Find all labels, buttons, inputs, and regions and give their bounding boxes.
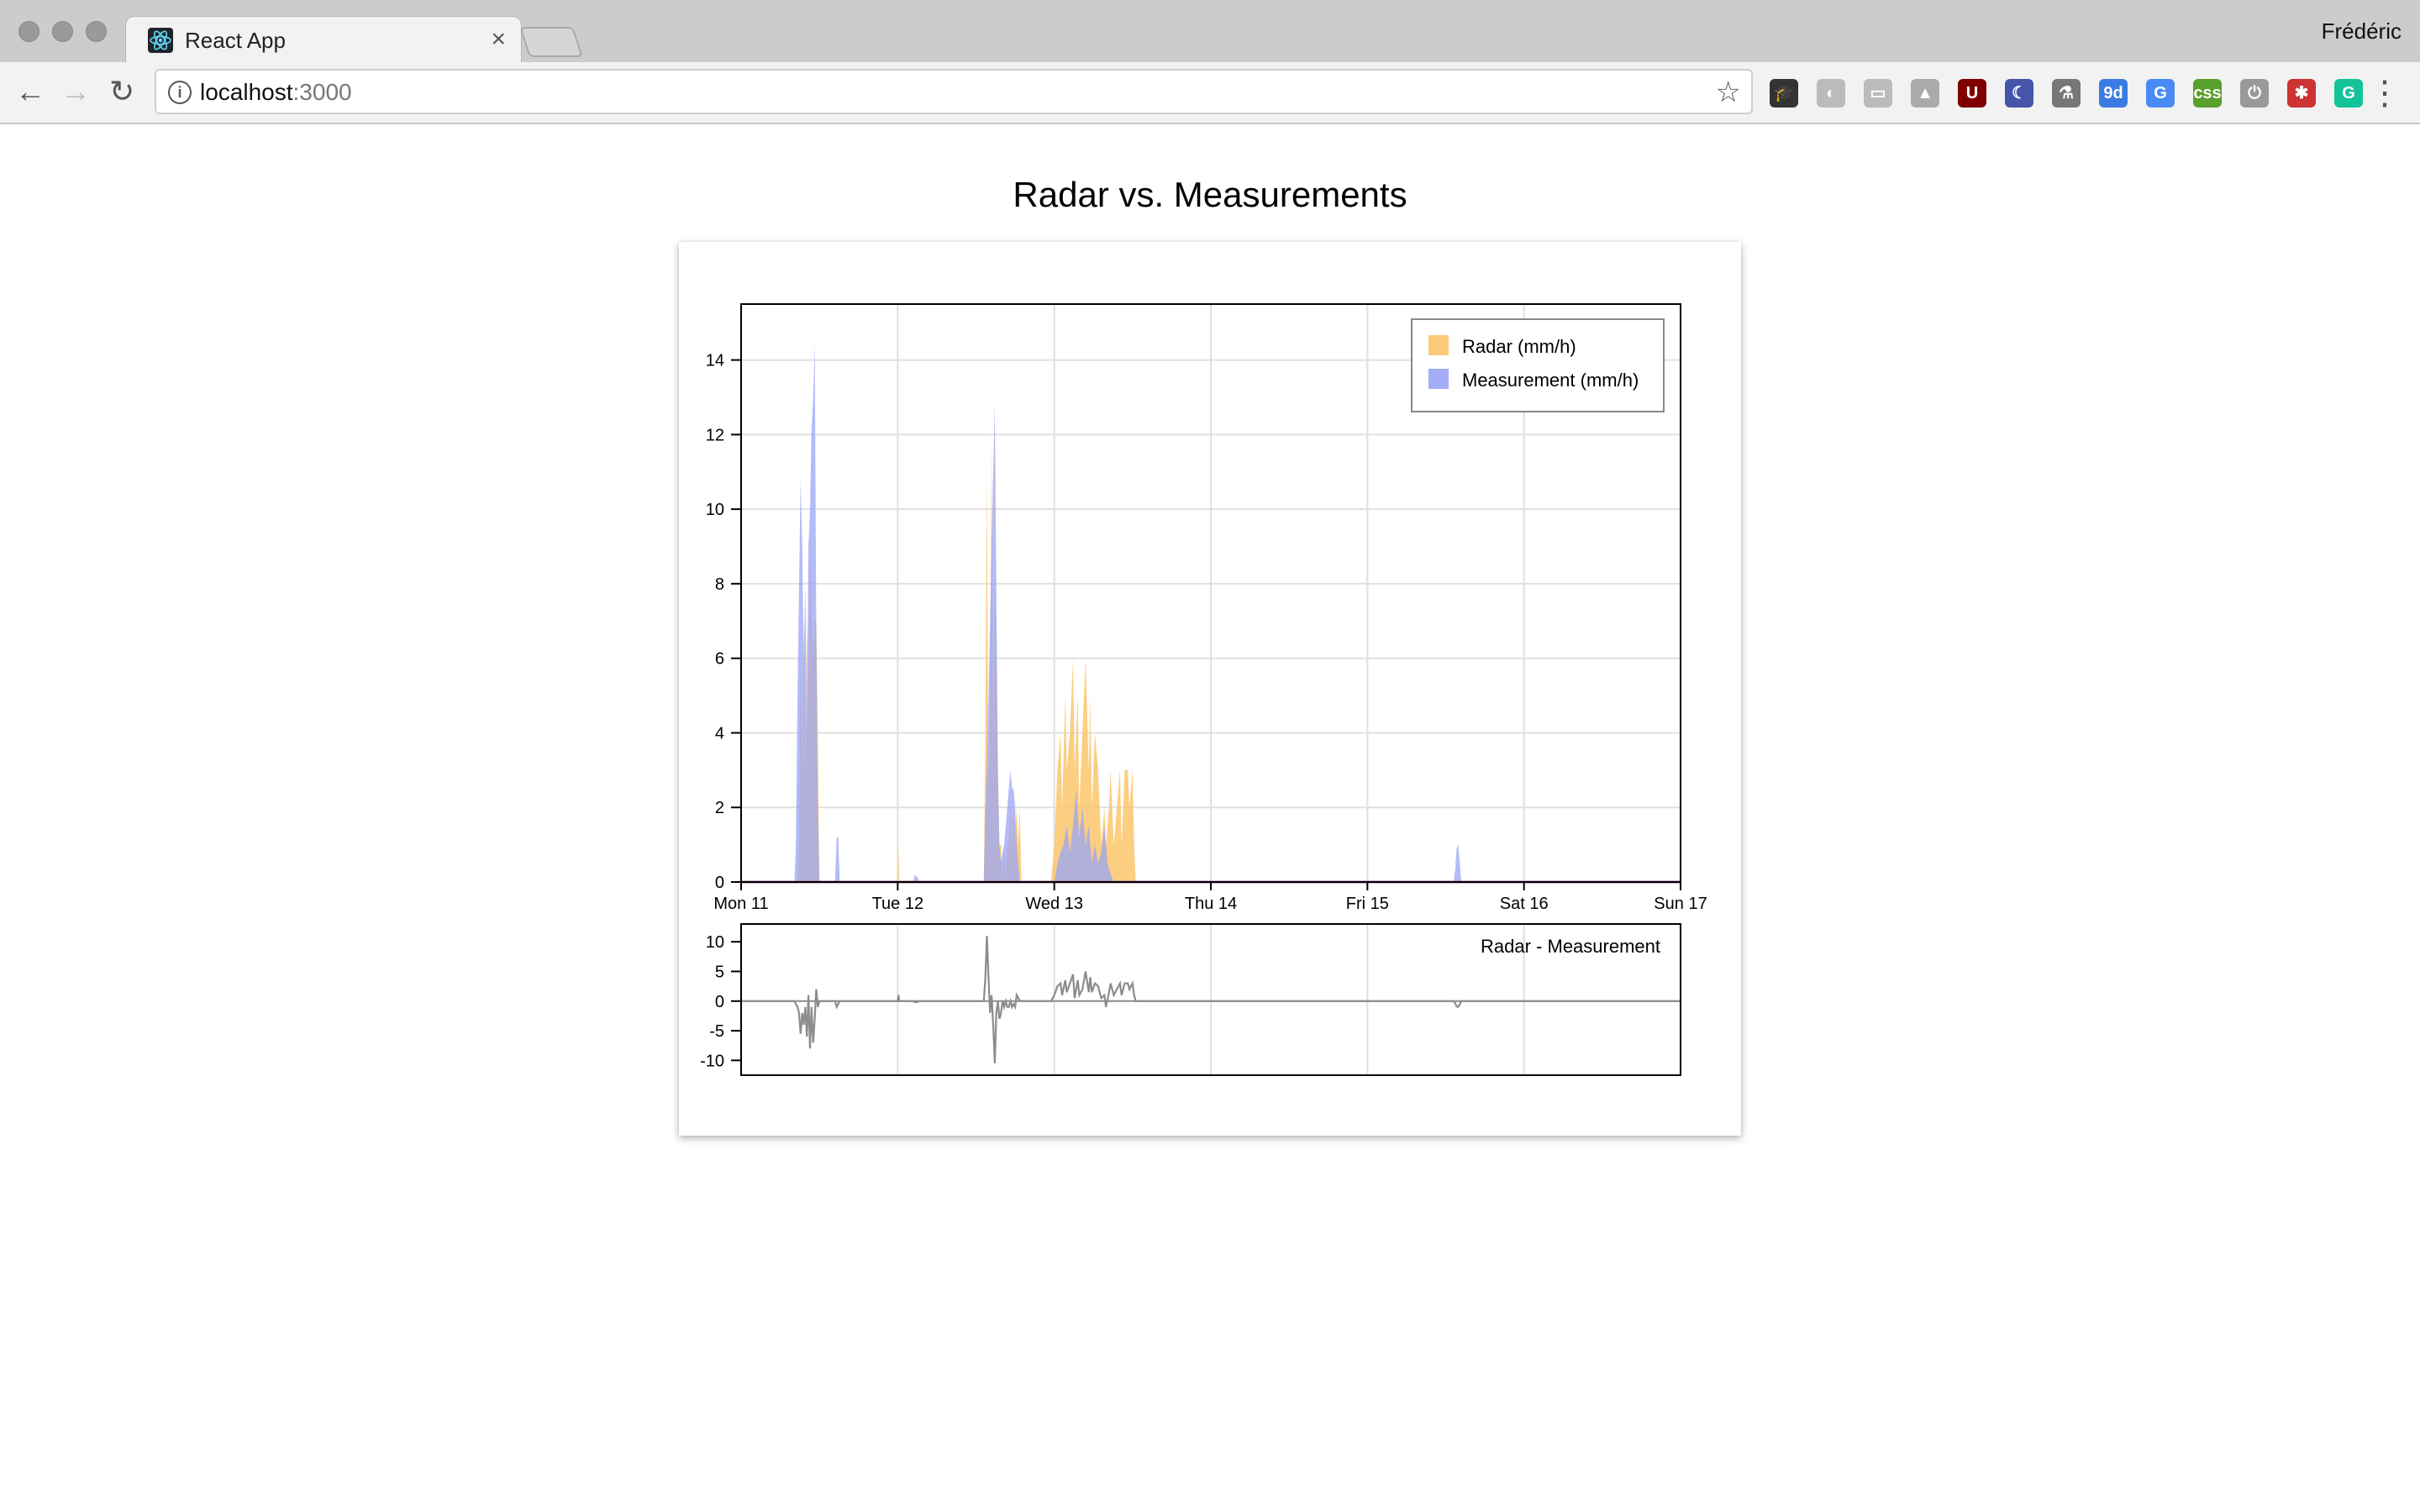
x-tick-label: Wed 13: [1025, 895, 1083, 913]
y-tick-label: 0: [715, 993, 724, 1011]
drive-icon[interactable]: ▲: [1911, 79, 1939, 108]
legend-label: Radar (mm/h): [1462, 336, 1576, 357]
y-tick-label: 12: [706, 426, 724, 444]
bug-icon[interactable]: ✱: [2287, 79, 2316, 108]
diff-line: [741, 936, 1681, 1063]
legend-label: Measurement (mm/h): [1462, 370, 1639, 391]
minimize-window-button[interactable]: [52, 21, 73, 42]
y-tick-label: 5: [715, 963, 724, 981]
bookmark-star-icon[interactable]: ☆: [1715, 76, 1741, 108]
menu-kebab-icon[interactable]: ⋮: [2368, 75, 2402, 112]
card-icon[interactable]: ▭: [1864, 79, 1892, 108]
y-tick-label: -5: [709, 1022, 724, 1041]
calendar-icon[interactable]: 9d: [2099, 79, 2128, 108]
y-tick-label: 10: [706, 933, 724, 952]
legend-box: [1411, 318, 1665, 412]
diff-plot-title: Radar - Measurement: [1481, 936, 1660, 957]
diff-plot-frame: [740, 923, 1681, 1076]
browser-toolbar: ← → ↻ i localhost:3000 ☆: [0, 62, 2420, 124]
page-title: Radar vs. Measurements: [1013, 175, 1407, 214]
mortarboard-icon[interactable]: 🎓: [1770, 79, 1798, 108]
flask-icon[interactable]: ⚗: [2052, 79, 2081, 108]
y-tick-label: 4: [715, 724, 724, 743]
css-icon[interactable]: css: [2193, 79, 2222, 108]
translate-icon[interactable]: G: [2146, 79, 2175, 108]
moon-icon[interactable]: ☾: [2005, 79, 2033, 108]
profile-name[interactable]: Frédéric: [2321, 18, 2402, 44]
tab-react-app[interactable]: React App ×: [126, 17, 521, 64]
new-tab-button[interactable]: [519, 27, 583, 57]
y-tick-label: 14: [706, 352, 724, 370]
forward-arrow-icon[interactable]: →: [60, 74, 91, 108]
legend-swatch: [1428, 369, 1449, 389]
x-tick-label: Fri 15: [1346, 895, 1389, 913]
x-tick-label: Sun 17: [1654, 895, 1707, 913]
power-icon[interactable]: ⏻: [2240, 79, 2269, 108]
y-tick-label: 0: [715, 874, 724, 892]
legend-swatch: [1428, 335, 1449, 355]
x-tick-label: Mon 11: [713, 895, 768, 913]
zoom-window-button[interactable]: [86, 21, 107, 42]
tab-close-icon[interactable]: ×: [491, 25, 506, 53]
address-bar[interactable]: i localhost:3000 ☆: [155, 69, 1753, 114]
back-arrow-icon[interactable]: ←: [15, 74, 45, 108]
reload-icon[interactable]: ↻: [109, 74, 135, 108]
ublock-icon[interactable]: U: [1958, 79, 1986, 108]
url-port: :3000: [292, 79, 352, 105]
y-tick-label: -10: [700, 1052, 724, 1070]
y-tick-label: 6: [715, 650, 724, 669]
tab-title: React App: [185, 28, 286, 53]
close-window-button[interactable]: [18, 21, 39, 42]
y-tick-label: 8: [715, 575, 724, 594]
x-tick-label: Thu 14: [1185, 895, 1237, 913]
tab-strip: React App × Frédéric: [0, 0, 2420, 64]
y-tick-label: 2: [715, 799, 724, 817]
sync-icon[interactable]: ◐: [1817, 79, 1845, 108]
x-tick-label: Sat 16: [1500, 895, 1549, 913]
chart-card: 0 2 4 6 8 10 12 14 Mon 11 Tue 12 Wed 13 Thu 14 Fri 1…: [679, 242, 1741, 1136]
react-icon: [148, 28, 173, 53]
info-icon[interactable]: i: [168, 81, 192, 104]
y-tick-label: 10: [706, 501, 724, 519]
grammarly-icon[interactable]: G: [2334, 79, 2363, 108]
chart: 0 2 4 6 8 10 12 14 Mon 11 Tue 12 Wed 13 Thu 14 Fri 1…: [700, 303, 1707, 1076]
x-tick-label: Tue 12: [872, 895, 924, 913]
url-host: localhost:3000: [200, 79, 352, 105]
